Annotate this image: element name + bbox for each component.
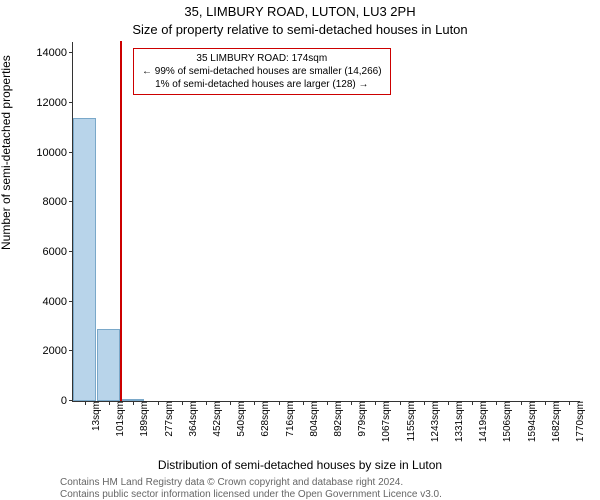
x-tick-mark [375, 401, 376, 405]
x-tick-label: 1155sqm [404, 401, 417, 441]
x-tick-mark [230, 401, 231, 405]
x-tick-label: 1506sqm [500, 401, 513, 442]
x-tick-mark [158, 401, 159, 405]
annotation-line1: 35 LIMBURY ROAD: 174sqm [142, 52, 382, 65]
y-tick-label: 6000 [43, 246, 73, 258]
x-tick-mark [545, 401, 546, 405]
x-tick-label: 628sqm [258, 401, 271, 437]
x-tick-label: 189sqm [137, 401, 150, 437]
x-tick-label: 1594sqm [525, 401, 538, 442]
x-tick-label: 1067sqm [379, 401, 392, 442]
y-tick-label: 14000 [36, 47, 73, 59]
x-tick-mark [133, 401, 134, 405]
x-tick-mark [569, 401, 570, 405]
y-tick-label: 8000 [43, 196, 73, 208]
x-tick-label: 1331sqm [452, 401, 465, 442]
y-axis-label: Number of semi-detached properties [0, 55, 13, 250]
x-tick-mark [254, 401, 255, 405]
x-tick-mark [85, 401, 86, 405]
x-tick-label: 277sqm [162, 401, 175, 437]
y-tick-mark [69, 52, 73, 53]
annotation-line3: 1% of semi-detached houses are larger (1… [142, 78, 382, 91]
x-tick-label: 364sqm [186, 401, 199, 437]
footnote-2: Contains public sector information licen… [60, 489, 442, 500]
property-marker-line [120, 41, 122, 401]
x-tick-mark [448, 401, 449, 405]
x-tick-mark [327, 401, 328, 405]
x-tick-label: 1419sqm [476, 401, 489, 442]
x-tick-label: 716sqm [283, 401, 296, 437]
chart-container: 35, LIMBURY ROAD, LUTON, LU3 2PH Size of… [0, 0, 600, 500]
y-tick-label: 4000 [43, 296, 73, 308]
y-tick-label: 0 [61, 395, 73, 407]
x-axis-label: Distribution of semi-detached houses by … [0, 458, 600, 472]
y-tick-label: 2000 [43, 345, 73, 357]
bar [97, 329, 120, 401]
x-tick-mark [424, 401, 425, 405]
x-tick-label: 1682sqm [549, 401, 562, 442]
x-tick-label: 804sqm [307, 401, 320, 437]
x-tick-mark [182, 401, 183, 405]
x-tick-mark [109, 401, 110, 405]
x-tick-label: 101sqm [113, 401, 126, 437]
x-tick-label: 1243sqm [428, 401, 441, 442]
x-tick-mark [351, 401, 352, 405]
x-tick-label: 1770sqm [573, 401, 586, 442]
x-tick-label: 452sqm [210, 401, 223, 437]
x-tick-mark [472, 401, 473, 405]
x-tick-label: 892sqm [331, 401, 344, 437]
y-tick-label: 12000 [36, 97, 73, 109]
x-tick-mark [521, 401, 522, 405]
x-tick-label: 979sqm [355, 401, 368, 437]
x-tick-mark [303, 401, 304, 405]
x-tick-mark [496, 401, 497, 405]
bar [73, 118, 96, 401]
y-tick-label: 10000 [36, 147, 73, 159]
x-tick-mark [279, 401, 280, 405]
annotation-line2: ← 99% of semi-detached houses are smalle… [142, 65, 382, 78]
x-tick-mark [400, 401, 401, 405]
x-tick-label: 13sqm [89, 401, 102, 431]
annotation-box: 35 LIMBURY ROAD: 174sqm ← 99% of semi-de… [133, 48, 391, 95]
chart-title-line1: 35, LIMBURY ROAD, LUTON, LU3 2PH [0, 4, 600, 19]
x-tick-mark [206, 401, 207, 405]
chart-title-line2: Size of property relative to semi-detach… [0, 22, 600, 37]
footnote-1: Contains HM Land Registry data © Crown c… [60, 477, 403, 488]
y-tick-mark [69, 102, 73, 103]
x-tick-label: 540sqm [234, 401, 247, 437]
plot-area: 35 LIMBURY ROAD: 174sqm ← 99% of semi-de… [72, 42, 580, 402]
